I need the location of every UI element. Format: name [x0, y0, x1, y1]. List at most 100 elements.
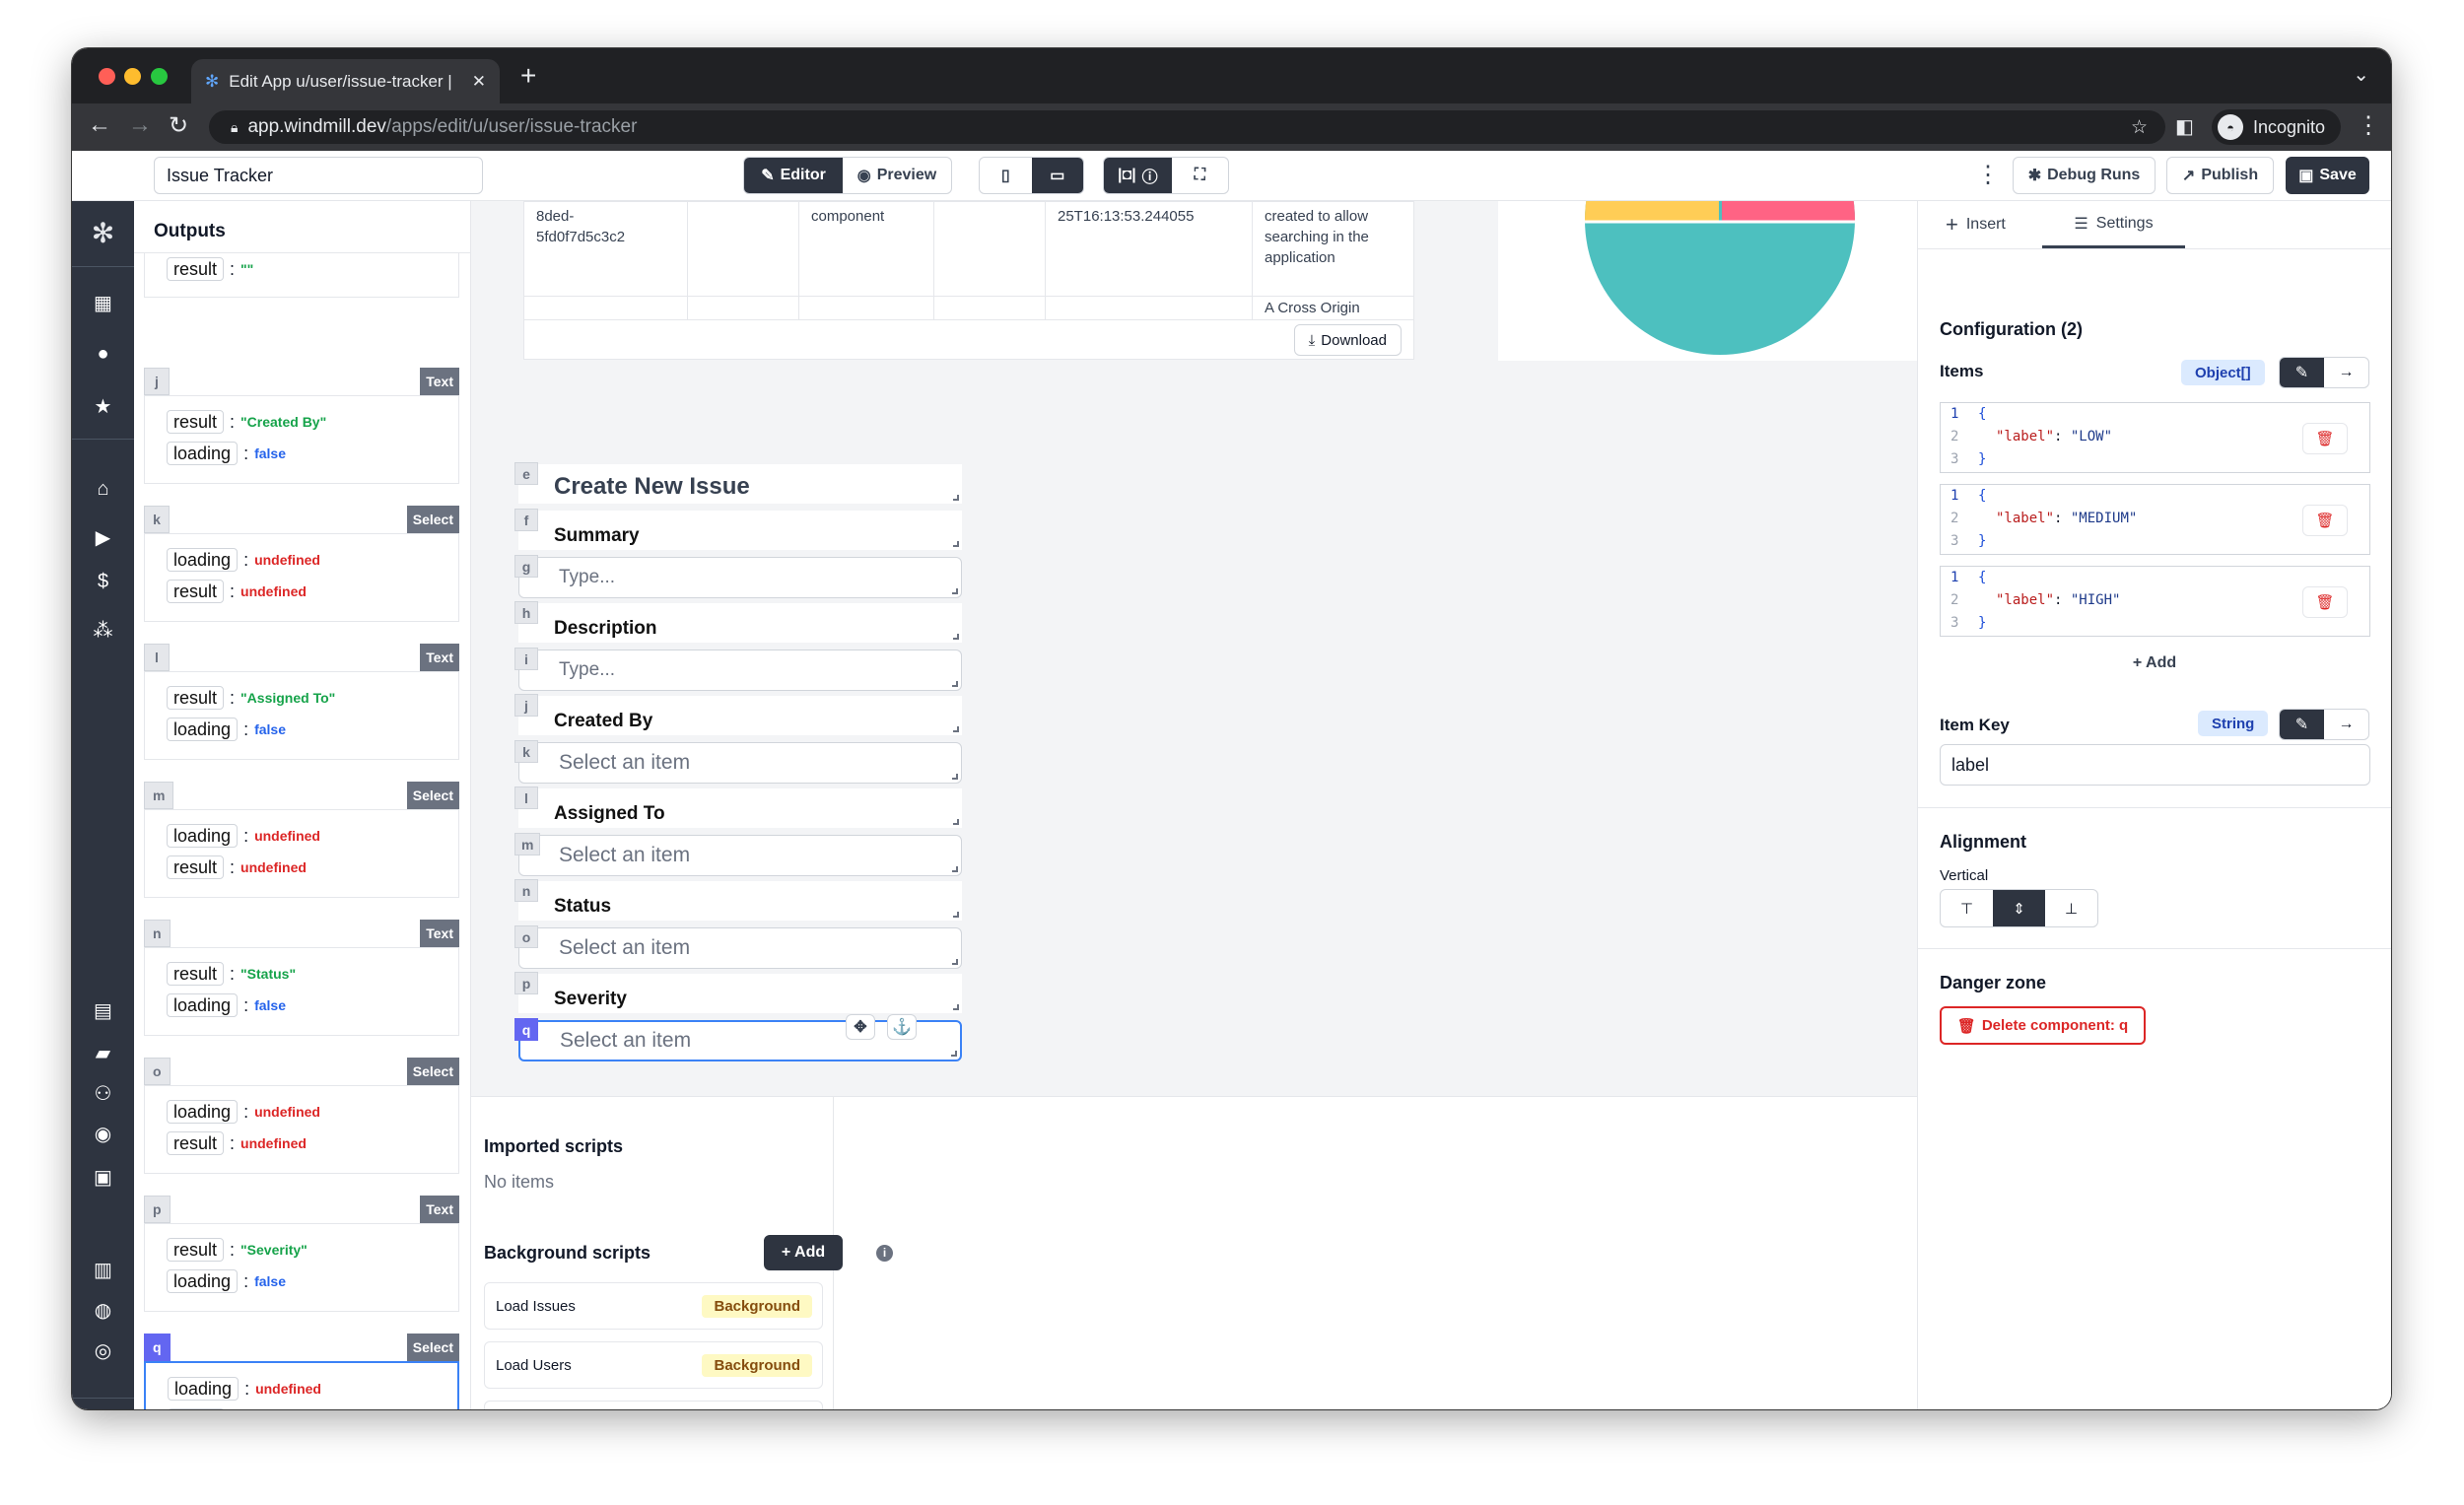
dollar-icon[interactable]: $ — [97, 571, 109, 592]
desktop-view-button[interactable]: ▭ — [1031, 158, 1083, 193]
incognito-profile[interactable]: ◓ Incognito — [2212, 109, 2341, 145]
output-key[interactable]: result — [167, 1238, 225, 1262]
resize-handle[interactable] — [952, 774, 958, 780]
maximize-window-button[interactable] — [151, 68, 168, 85]
connect-arrow-icon[interactable]: → — [2338, 716, 2355, 732]
mobile-view-button[interactable]: ▯ — [980, 158, 1032, 193]
home-icon[interactable]: ⌂ — [97, 478, 109, 500]
output-key[interactable]: loading — [167, 824, 239, 848]
output-key[interactable]: result — [167, 580, 225, 603]
text-input-i[interactable]: Type... — [518, 650, 962, 691]
back-icon[interactable]: ← — [88, 111, 111, 138]
output-key[interactable]: loading — [167, 1100, 239, 1124]
pie-slice-yellow[interactable] — [1577, 201, 1719, 221]
resize-handle[interactable] — [951, 1051, 957, 1057]
groups-icon[interactable]: ⚇ — [94, 1083, 112, 1105]
select-k[interactable]: Select an item — [518, 742, 962, 784]
more-menu-icon[interactable]: ⋮ — [1976, 162, 2000, 188]
add-background-script-button[interactable]: + Add — [764, 1235, 843, 1270]
add-item-button[interactable]: + Add — [2132, 654, 2177, 671]
fit-width-button[interactable]: |◘| ⓘ — [1104, 158, 1172, 193]
robot-icon[interactable]: ▣ — [94, 1167, 112, 1189]
output-key[interactable]: result — [167, 855, 225, 879]
output-key[interactable]: result — [167, 410, 225, 434]
anchor-icon[interactable]: ⚓ — [887, 1014, 917, 1040]
save-button[interactable]: ▣ Save — [2286, 157, 2369, 194]
app-name-input[interactable]: Issue Tracker — [154, 157, 483, 194]
folder-icon[interactable]: ▰ — [95, 1043, 111, 1064]
new-tab-button[interactable]: + — [520, 60, 537, 91]
component-id-tag[interactable]: h — [514, 601, 538, 624]
align-center-icon[interactable]: ⇕ — [1993, 890, 2045, 926]
background-script-item[interactable]: Load Users Background — [484, 1341, 823, 1389]
align-bottom-icon[interactable]: ⊥ — [2064, 900, 2079, 918]
output-key[interactable]: loading — [167, 442, 239, 465]
delete-component-button[interactable]: 🗑︎ Delete component: q — [1940, 1006, 2146, 1045]
output-key[interactable]: loading — [167, 548, 239, 572]
component-id-tag[interactable]: j — [514, 694, 538, 717]
output-key[interactable]: loading — [167, 1269, 239, 1293]
resize-handle[interactable] — [953, 541, 959, 547]
book-icon[interactable]: ▥ — [94, 1260, 112, 1281]
star-icon[interactable]: ★ — [94, 396, 112, 418]
output-key[interactable]: result — [167, 962, 225, 986]
component-id-badge[interactable]: p — [144, 1196, 171, 1223]
delete-item-trash-icon[interactable]: 🗑︎ — [2302, 586, 2348, 618]
pie-slice-red[interactable] — [1722, 201, 1870, 221]
browser-tab[interactable]: ✻ Edit App u/user/issue-tracker | ✕ — [191, 59, 500, 103]
resize-handle[interactable] — [952, 866, 958, 872]
static-mode-pencil-icon[interactable]: ✎ — [2280, 710, 2324, 739]
component-id-tag[interactable]: f — [514, 509, 538, 531]
eye-icon[interactable]: ◉ — [94, 1124, 112, 1145]
component-id-tag[interactable]: k — [514, 740, 538, 763]
resize-handle[interactable] — [953, 726, 959, 732]
output-key[interactable]: result — [167, 1131, 225, 1155]
output-key[interactable]: result — [167, 257, 225, 281]
component-id-badge[interactable]: k — [144, 506, 170, 533]
component-id-tag[interactable]: g — [514, 555, 538, 578]
component-id-tag[interactable]: e — [514, 462, 538, 485]
tab-insert[interactable]: + Insert — [1946, 201, 2006, 248]
calendar-icon[interactable]: ▤ — [94, 1000, 112, 1022]
output-key[interactable]: result — [168, 1408, 226, 1409]
download-button[interactable]: ⤓ Download — [1293, 324, 1402, 356]
workspace-icon[interactable]: ▦ — [94, 293, 112, 314]
background-script-item[interactable]: Get User Selection ListBackground — [484, 1401, 823, 1409]
component-id-tag[interactable]: m — [514, 833, 541, 855]
connect-arrow-icon[interactable]: → — [2338, 364, 2355, 380]
component-id-badge[interactable]: n — [144, 920, 171, 947]
component-id-badge[interactable]: j — [144, 368, 170, 395]
component-id-tag[interactable]: p — [514, 972, 538, 994]
item-json-editor[interactable]: 1 2 3 {"label": "HIGH"} 🗑︎ — [1940, 566, 2370, 637]
component-id-tag[interactable]: q — [514, 1018, 538, 1041]
fullscreen-button[interactable]: ⛶ — [1172, 158, 1228, 193]
forward-icon[interactable]: → — [128, 111, 152, 138]
static-mode-pencil-icon[interactable]: ✎ — [2280, 358, 2324, 387]
resize-handle[interactable] — [953, 1004, 959, 1010]
publish-button[interactable]: ↗ Publish — [2166, 157, 2274, 194]
align-top-icon[interactable]: ⊤ — [1959, 900, 1974, 918]
pie-slice-teal[interactable] — [1498, 201, 1942, 361]
item-json-editor[interactable]: 1 2 3 {"label": "LOW"} 🗑︎ — [1940, 402, 2370, 473]
resize-handle[interactable] — [952, 681, 958, 687]
output-key[interactable]: loading — [167, 718, 239, 741]
debug-runs-button[interactable]: ✱ Debug Runs — [2013, 157, 2156, 194]
reload-icon[interactable]: ↻ — [169, 112, 189, 139]
component-id-badge[interactable]: m — [144, 782, 174, 809]
resize-handle[interactable] — [952, 588, 958, 594]
resize-handle[interactable] — [953, 912, 959, 918]
delete-item-trash-icon[interactable]: 🗑︎ — [2302, 505, 2348, 536]
windmill-logo-icon[interactable]: ✻ — [91, 218, 115, 248]
component-id-tag[interactable]: l — [514, 787, 538, 809]
url-bar[interactable]: 🔒︎ app.windmill.dev/apps/edit/u/user/iss… — [209, 110, 2165, 144]
discord-icon[interactable]: ◍ — [94, 1300, 112, 1322]
close-window-button[interactable] — [99, 68, 115, 85]
component-id-tag[interactable]: o — [514, 925, 538, 948]
github-icon[interactable]: ◎ — [94, 1340, 112, 1362]
component-id-badge[interactable]: l — [144, 644, 170, 671]
delete-item-trash-icon[interactable]: 🗑︎ — [2302, 423, 2348, 454]
preview-tab[interactable]: ◉ Preview — [843, 158, 951, 193]
close-tab-icon[interactable]: ✕ — [471, 71, 486, 91]
component-id-badge[interactable]: o — [144, 1058, 171, 1085]
component-id-badge[interactable]: q — [144, 1334, 171, 1361]
